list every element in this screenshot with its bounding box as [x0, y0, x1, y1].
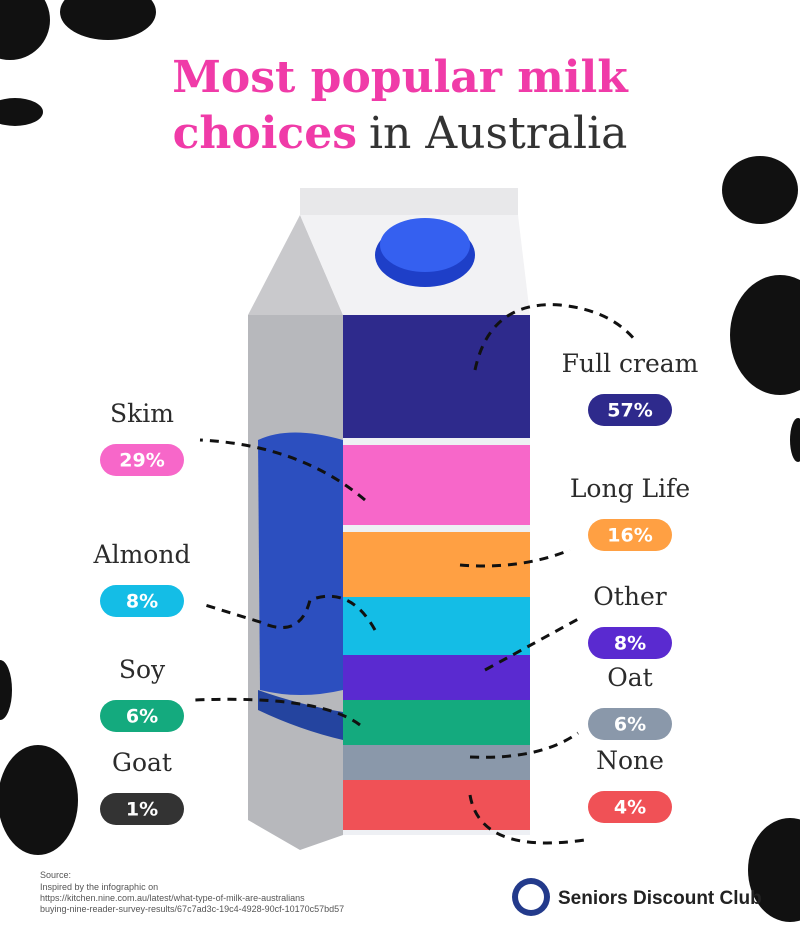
badge [100, 793, 184, 825]
milk-band [343, 700, 530, 745]
badge [588, 394, 672, 426]
arrows [194, 303, 637, 845]
item-percent: 57% [607, 400, 652, 422]
source-line: Inspired by the infographic on [40, 882, 158, 892]
brand-logo-inner [518, 884, 544, 910]
badge [588, 708, 672, 740]
milk-band [343, 745, 530, 780]
item-name: Goat [112, 748, 172, 777]
badge [100, 585, 184, 617]
item-percent: 29% [119, 450, 164, 472]
milk-band [343, 532, 530, 600]
item-percent: 16% [607, 525, 652, 547]
item-name: Oat [607, 663, 652, 692]
labels: Full cream 57% Skim 29% Long Life 16% Almond 8%… [93, 349, 699, 825]
item-name: Other [593, 582, 666, 611]
item-percent: 6% [126, 706, 158, 728]
milk-band [343, 315, 530, 438]
item-name: Soy [119, 655, 166, 684]
badge [588, 627, 672, 659]
title-line2: choices in Australia [173, 108, 628, 159]
source-heading: Source: [40, 870, 71, 880]
item-percent: 8% [126, 591, 158, 613]
item-name: None [596, 746, 664, 775]
milk-band [343, 780, 530, 830]
item-name: Long Life [570, 474, 690, 503]
source-line: buying-nine-reader-survey-results/67c7ad… [40, 904, 344, 914]
cow-spots [0, 0, 800, 922]
title-rest: in Australia [369, 108, 627, 159]
badge [588, 791, 672, 823]
item-percent: 6% [614, 714, 646, 736]
title-highlight: choices [173, 108, 357, 159]
badge [100, 700, 184, 732]
milk-band [343, 655, 530, 700]
badge [588, 519, 672, 551]
milk-bands [343, 315, 530, 830]
title-line1: Most popular milk [172, 52, 629, 103]
carton [248, 188, 530, 850]
badge [100, 444, 184, 476]
brand-name: Seniors Discount Club [558, 888, 762, 909]
item-percent: 1% [126, 799, 158, 821]
item-percent: 4% [614, 797, 646, 819]
item-percent: 8% [614, 633, 646, 655]
item-name: Full cream [562, 349, 699, 378]
milk-band [343, 445, 530, 525]
item-name: Skim [110, 399, 174, 428]
source-line: https://kitchen.nine.com.au/latest/what-… [40, 893, 305, 903]
item-name: Almond [93, 540, 191, 569]
